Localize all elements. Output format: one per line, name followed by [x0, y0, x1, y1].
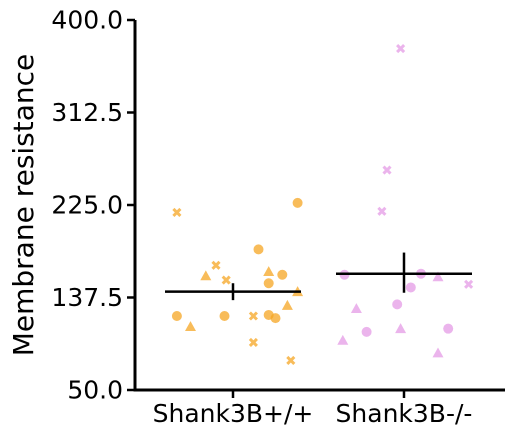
data-point-triangle: [337, 334, 349, 345]
data-point-triangle: [185, 321, 196, 331]
y-tick-label: 225.0: [51, 191, 123, 220]
y-tick-label: 137.5: [51, 283, 123, 312]
data-point-triangle: [432, 271, 444, 282]
data-point-triangle: [281, 299, 293, 310]
data-point-x: [248, 311, 258, 321]
data-point-x: [286, 355, 296, 365]
x-tick-label: Shank3B-/-: [336, 399, 473, 428]
y-axis-title: Membrane resistance: [7, 54, 40, 357]
data-point-circle: [361, 326, 372, 337]
data-point-x: [211, 260, 221, 270]
data-point-circle: [405, 282, 416, 293]
data-point-x: [396, 43, 406, 54]
data-point-circle: [263, 278, 274, 289]
x-tick-label: Shank3B+/+: [153, 399, 314, 428]
data-points-layer: [171, 43, 474, 365]
data-point-triangle: [395, 323, 407, 334]
summary-layer: [165, 252, 472, 301]
data-point-triangle: [350, 303, 362, 313]
data-point-x: [464, 279, 474, 289]
data-point-x: [382, 165, 392, 175]
data-point-circle: [270, 313, 281, 324]
data-point-circle: [277, 269, 288, 280]
data-point-circle: [253, 244, 264, 255]
data-point-circle: [219, 311, 230, 321]
data-point-circle: [392, 299, 403, 310]
data-point-x: [172, 207, 182, 217]
data-point-circle: [171, 311, 182, 321]
data-point-x: [248, 337, 258, 347]
data-point-x: [221, 275, 231, 285]
data-point-circle: [443, 323, 454, 334]
data-point-x: [377, 206, 387, 216]
data-point-triangle: [263, 266, 275, 276]
y-tick-label: 400.0: [51, 6, 123, 35]
data-point-triangle: [200, 270, 212, 281]
y-tick-label: 50.0: [67, 376, 123, 405]
y-axis-ticks: 50.0 137.5 225.0 312.5 400.0: [51, 6, 135, 405]
y-tick-label: 312.5: [51, 98, 123, 127]
data-point-triangle: [432, 347, 444, 358]
data-point-circle: [292, 197, 303, 208]
x-axis-ticks: Shank3B+/+ Shank3B-/-: [153, 390, 473, 428]
